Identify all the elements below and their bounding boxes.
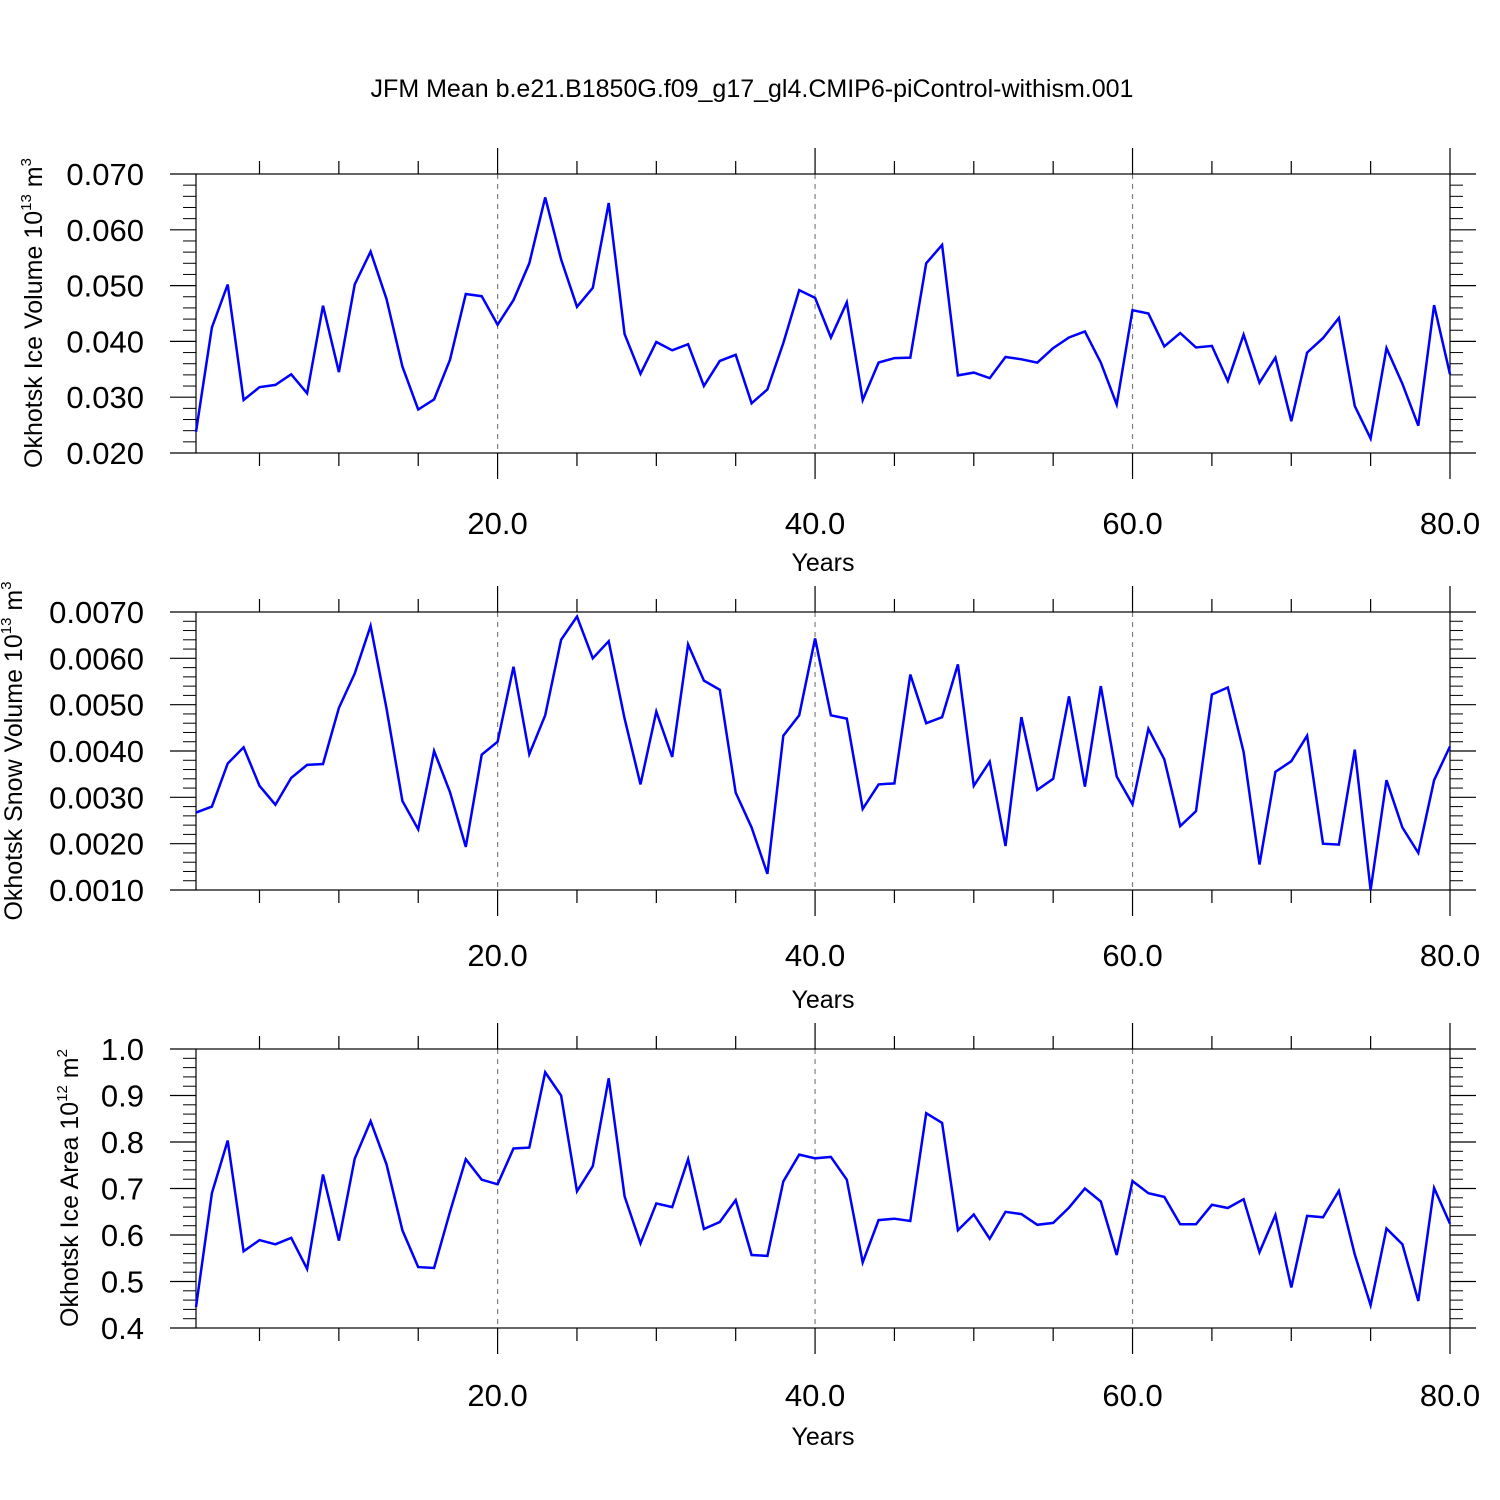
- x-tick-label: 20.0: [467, 938, 527, 973]
- x-tick-label: 80.0: [1420, 938, 1480, 973]
- y-tick-label: 0.070: [66, 157, 144, 192]
- y-tick-label: 0.0060: [49, 641, 144, 676]
- x-tick-label: 80.0: [1420, 1378, 1480, 1413]
- plot-frame: [195, 173, 1451, 454]
- x-tick-label: 20.0: [467, 1378, 527, 1413]
- y-axis-label-text: Okhotsk Ice Volume 10: [20, 211, 48, 468]
- x-tick-label: 60.0: [1102, 506, 1162, 541]
- y-axis-label-unit-exponent: 2: [54, 1049, 71, 1057]
- x-tick-label: 40.0: [785, 506, 845, 541]
- y-tick-label: 0.040: [66, 324, 144, 359]
- y-axis-label-unit: m: [56, 1057, 84, 1085]
- chart-panel-3: 0.4 0.5 0.6 0.7 0.8 0.9 1.0 20.0 40.0 60.0 80.0 Yea…: [54, 1023, 1480, 1451]
- y-axis-label: Okhotsk Snow Volume 1013 m3: [0, 581, 28, 920]
- y-axis-label-exponent: 12: [54, 1085, 71, 1102]
- y-axis-label-text: Okhotsk Ice Area 10: [56, 1102, 84, 1327]
- y-tick-label: 0.9: [101, 1079, 144, 1114]
- y-tick-label: 0.0010: [49, 873, 144, 908]
- y-tick-label: 0.060: [66, 213, 144, 248]
- chart-panel-2: 0.0010 0.0020 0.0030 0.0040 0.0050 0.0060 0.00…: [0, 581, 1480, 1014]
- y-tick-label: 0.020: [66, 436, 144, 471]
- y-axis-label-exponent: 13: [0, 618, 15, 635]
- y-axis-label-unit-exponent: 3: [18, 158, 35, 166]
- y-tick-label: 0.6: [101, 1218, 144, 1253]
- y-tick-label: 1.0: [101, 1032, 144, 1067]
- y-axis-label: Okhotsk Ice Area 1012 m2: [54, 1049, 84, 1327]
- x-tick-label: 40.0: [785, 938, 845, 973]
- x-tick-label: 80.0: [1420, 506, 1480, 541]
- y-tick-label: 0.050: [66, 269, 144, 304]
- y-axis-label-text: Okhotsk Snow Volume 10: [0, 634, 28, 920]
- y-tick-label: 0.4: [101, 1311, 144, 1346]
- x-axis-label: Years: [791, 986, 854, 1014]
- y-axis-label-unit: m: [0, 590, 28, 618]
- y-tick-label: 0.0050: [49, 688, 144, 723]
- y-tick-label: 0.7: [101, 1172, 144, 1207]
- plot-frame: [195, 1048, 1451, 1329]
- y-tick-label: 0.0040: [49, 734, 144, 769]
- series-line: [195, 613, 1452, 891]
- chart-panel-1: 0.020 0.030 0.040 0.050 0.060 0.070 20.0 40.0 60…: [18, 148, 1480, 577]
- series-line: [194, 1069, 1452, 1311]
- x-axis-label: Years: [791, 1423, 854, 1451]
- x-tick-label: 60.0: [1102, 1378, 1162, 1413]
- y-axis-label-unit: m: [20, 166, 48, 194]
- x-axis-label: Years: [791, 549, 854, 577]
- chart-title: JFM Mean b.e21.B1850G.f09_g17_gl4.CMIP6-…: [371, 75, 1134, 103]
- series-line: [194, 197, 1452, 443]
- y-axis-label-unit-exponent: 3: [0, 581, 15, 589]
- y-tick-label: 0.8: [101, 1125, 144, 1160]
- x-tick-label: 40.0: [785, 1378, 845, 1413]
- y-tick-label: 0.0030: [49, 780, 144, 815]
- x-tick-label: 20.0: [467, 506, 527, 541]
- x-tick-label: 60.0: [1102, 938, 1162, 973]
- y-tick-label: 0.0020: [49, 827, 144, 862]
- y-tick-label: 0.030: [66, 380, 144, 415]
- y-tick-label: 0.0070: [49, 595, 144, 630]
- y-tick-label: 0.5: [101, 1265, 144, 1300]
- y-axis-label-exponent: 13: [18, 194, 35, 211]
- y-axis-label: Okhotsk Ice Volume 1013 m3: [18, 158, 48, 468]
